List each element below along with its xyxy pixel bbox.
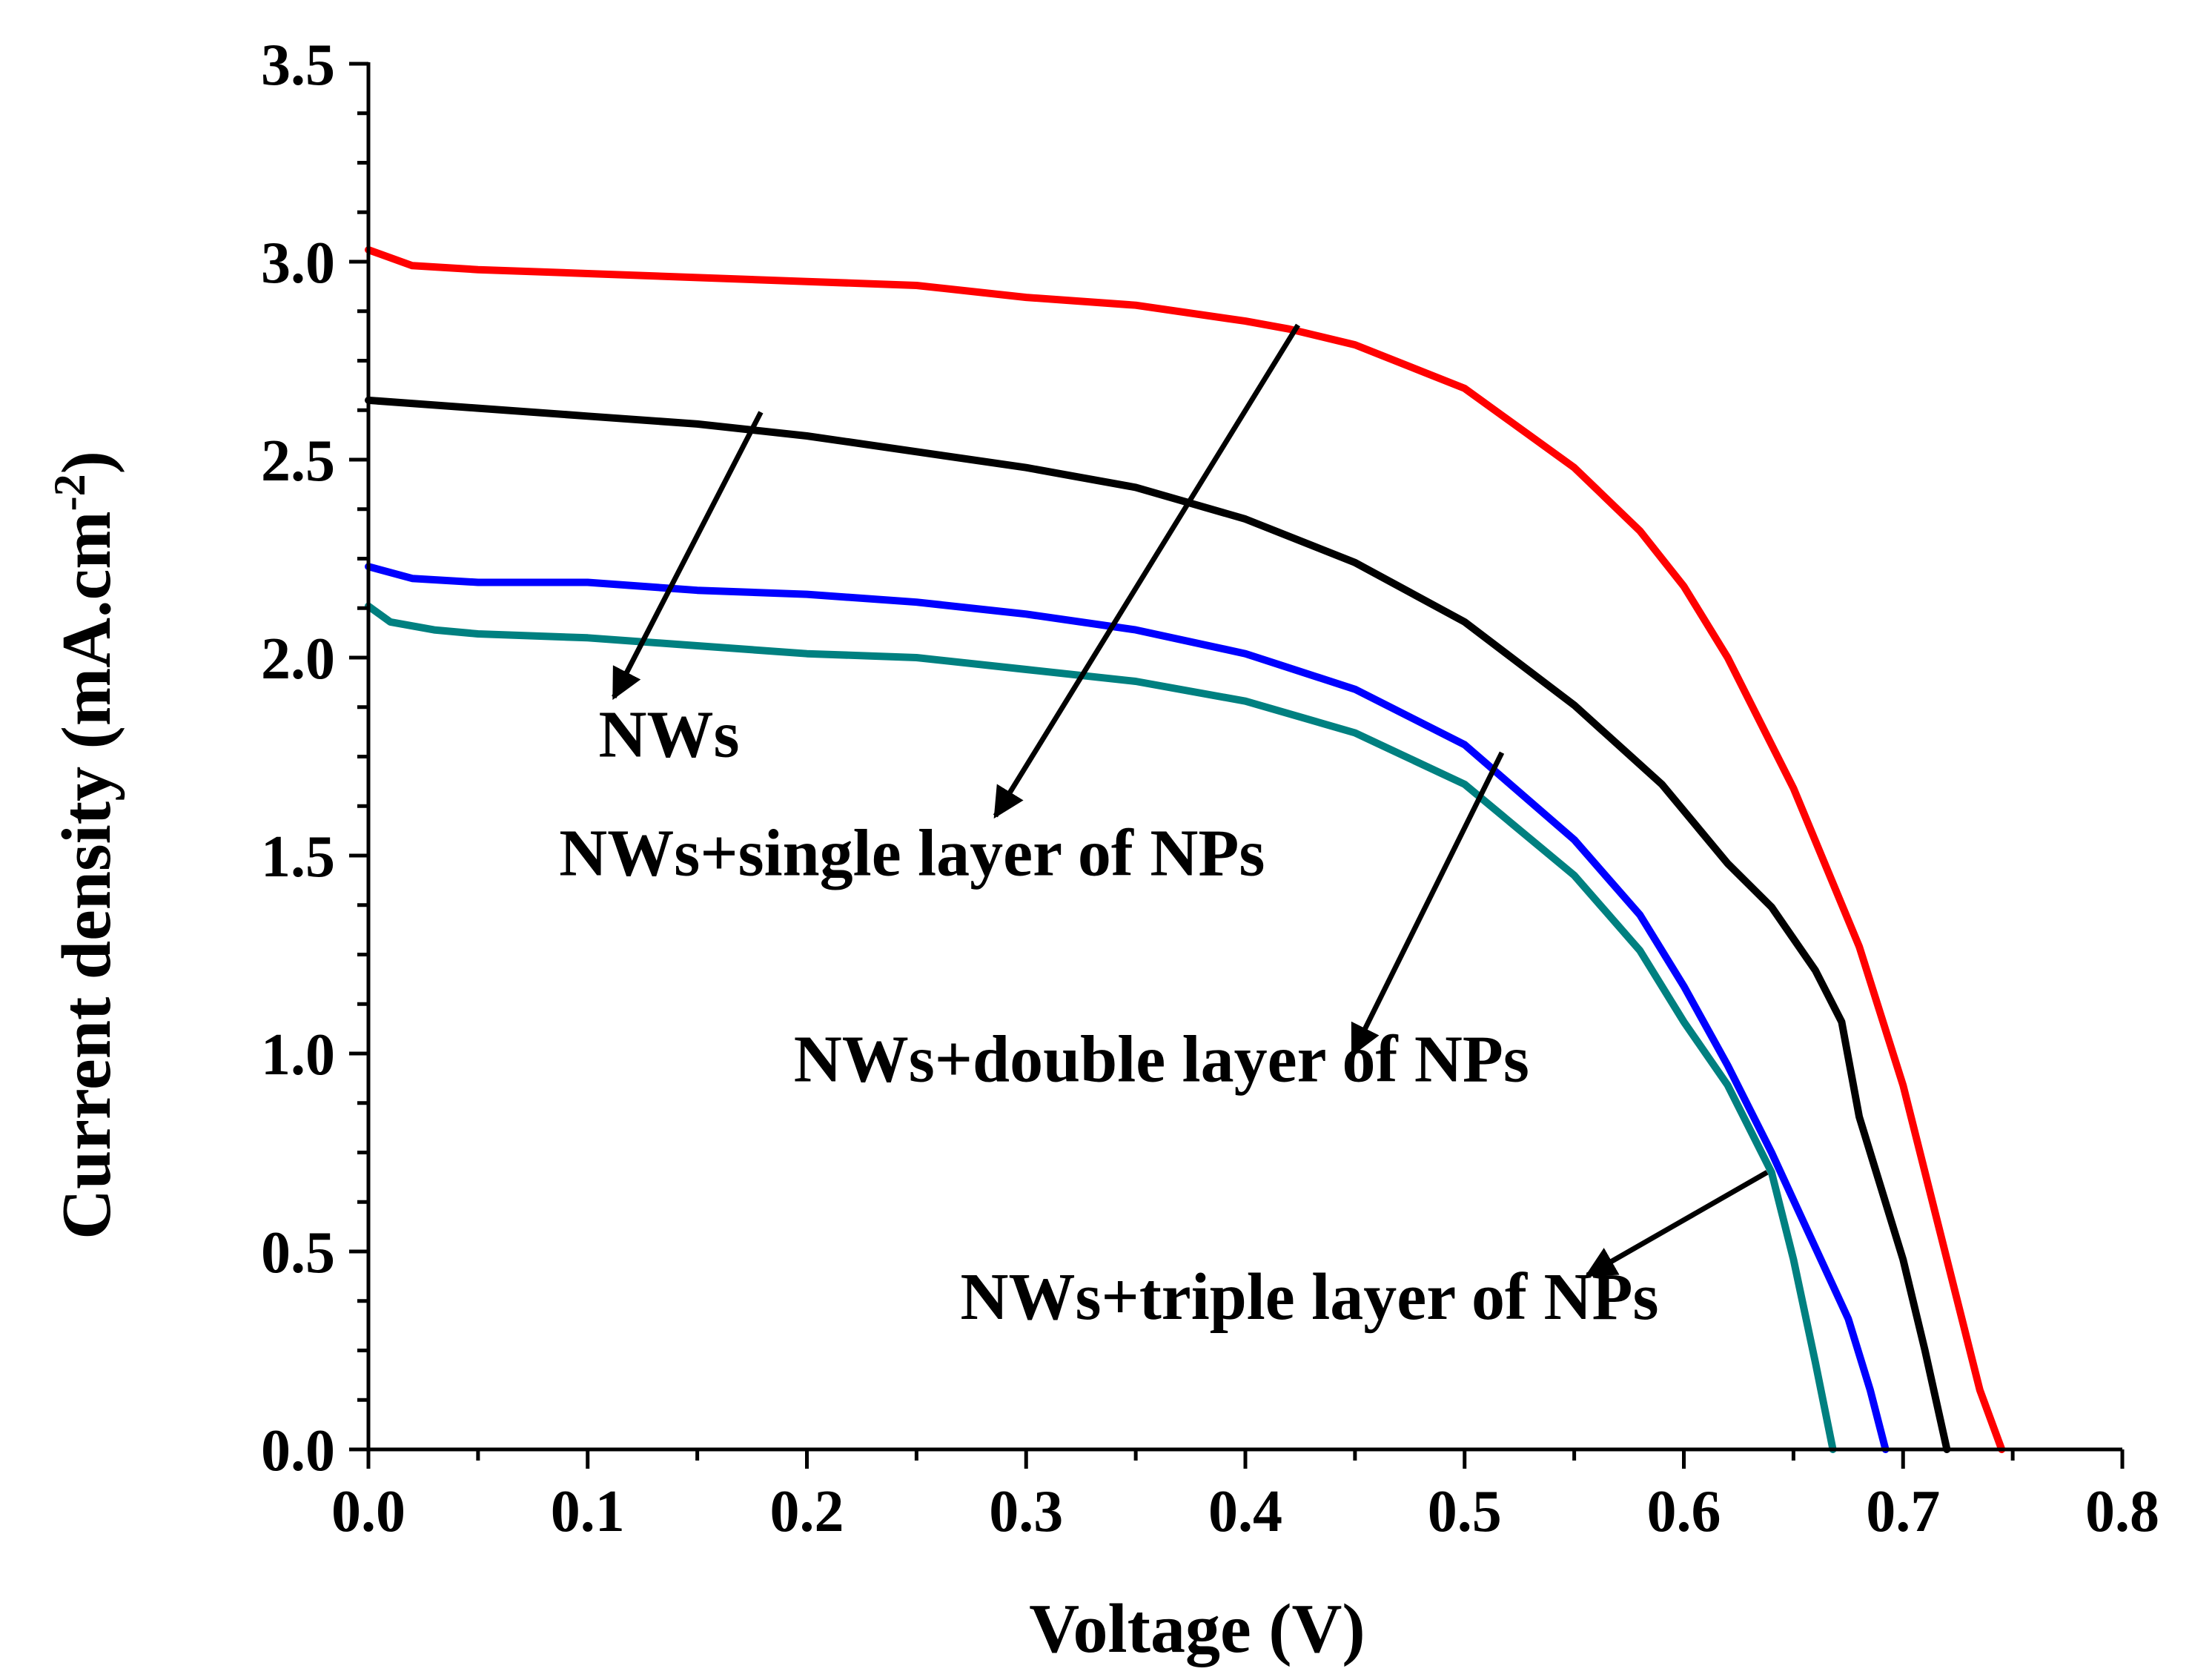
series-line-3 — [365, 563, 1890, 1453]
plot-area — [365, 246, 2006, 1453]
x-tick-label: 0.6 — [1647, 1479, 1721, 1544]
y-axis-label: Current density (mA.cm-2) — [45, 451, 125, 1240]
y-axis-label-sup: -2 — [45, 474, 94, 511]
y-tick-label: 1.0 — [261, 1022, 335, 1088]
series-line-1 — [365, 246, 2006, 1453]
x-axis-label: Voltage (V) — [1029, 1590, 1365, 1667]
x-tick-label: 0.1 — [551, 1479, 625, 1544]
axes: 0.0 0.1 0.2 0.3 0.4 0.5 0.6 0.7 0.8 0.0 0.5 1.0 1.5 2… — [261, 33, 2159, 1544]
annotation-label-4: NWs+triple layer of NPs — [961, 1260, 1659, 1334]
x-tick-label: 0.2 — [770, 1479, 844, 1544]
annotation-arrow-3 — [1350, 751, 1505, 1056]
y-tick-label: 0.0 — [261, 1418, 335, 1484]
y-tick-label: 2.5 — [261, 429, 335, 494]
annotation-arrow-1 — [612, 411, 764, 701]
x-tick-label: 0.3 — [989, 1479, 1063, 1544]
x-tick-label: 0.5 — [1428, 1479, 1502, 1544]
x-tick-label: 0.0 — [331, 1479, 405, 1544]
series-line-2 — [365, 396, 1951, 1453]
series-line-4 — [365, 602, 1837, 1453]
annotation-arrow-2 — [993, 323, 1300, 819]
y-tick-label: 0.5 — [261, 1220, 335, 1286]
annotation-label-1: NWs — [599, 698, 740, 772]
annotation-arrow-4 — [1584, 1170, 1769, 1278]
annotation-label-3: NWs+double layer of NPs — [794, 1022, 1529, 1096]
y-tick-label: 2.0 — [261, 626, 335, 692]
y-axis-label-main: Current density (mA.cm — [48, 511, 125, 1240]
y-tick-label: 3.0 — [261, 231, 335, 296]
x-tick-label: 0.8 — [2085, 1479, 2159, 1544]
y-tick-label: 3.5 — [261, 33, 335, 98]
x-tick-label: 0.7 — [1866, 1479, 1940, 1544]
y-tick-label: 1.5 — [261, 824, 335, 890]
annotation-label-2: NWs+single layer of NPs — [559, 817, 1265, 890]
annotations: NWs NWs+single layer of NPs NWs+double lay… — [559, 323, 1769, 1334]
x-tick-label: 0.4 — [1208, 1479, 1282, 1544]
y-axis-label-end: ) — [48, 451, 125, 474]
